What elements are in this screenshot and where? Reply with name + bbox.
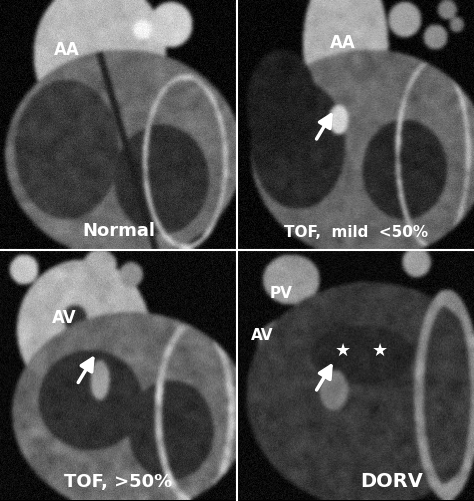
Text: ★: ★ <box>334 341 350 359</box>
Text: TOF,  mild  <50%: TOF, mild <50% <box>284 224 428 239</box>
Text: AA: AA <box>329 34 356 52</box>
Text: AV: AV <box>251 328 274 343</box>
Text: TOF, >50%: TOF, >50% <box>64 472 173 490</box>
Text: AA: AA <box>54 41 79 59</box>
Text: AV: AV <box>52 309 76 327</box>
Text: Normal: Normal <box>82 221 155 239</box>
Text: DORV: DORV <box>360 471 423 490</box>
Text: PV: PV <box>270 286 293 301</box>
Text: ★: ★ <box>372 341 388 359</box>
